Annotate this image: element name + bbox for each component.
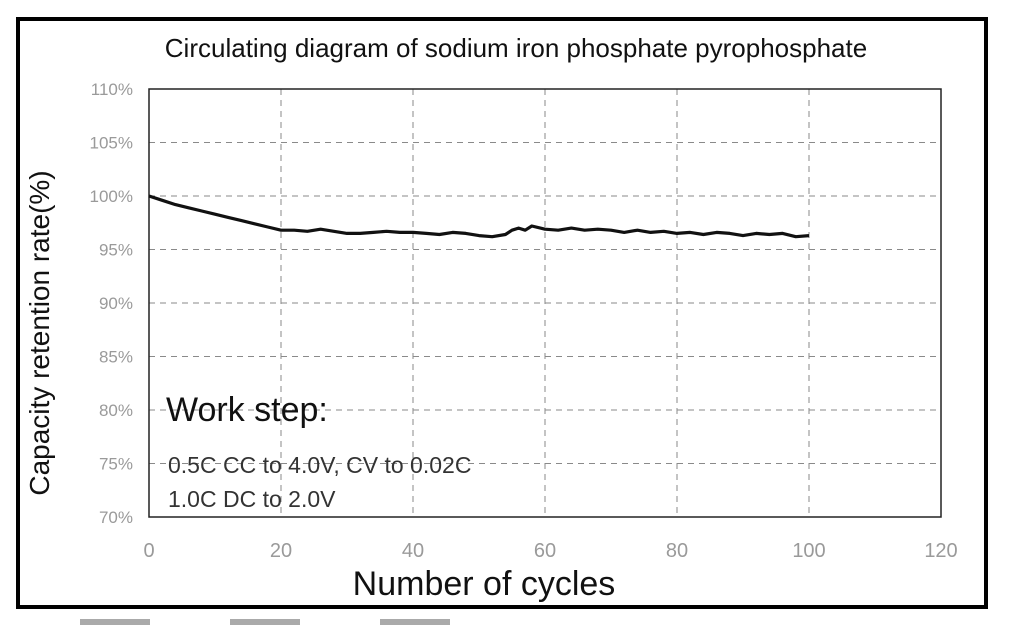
x-axis-label: Number of cycles	[353, 565, 616, 603]
y-tick-label: 70%	[99, 508, 133, 527]
x-tick-label: 120	[924, 540, 957, 562]
y-tick-label: 75%	[99, 455, 133, 474]
annotation-line-2: 1.0C DC to 2.0V	[168, 486, 336, 512]
x-axis-ticks: 0 20 40 60 80 100 120	[143, 540, 957, 562]
y-tick-label: 100%	[90, 187, 133, 206]
cropped-footer-text	[80, 612, 680, 626]
x-tick-label: 100	[792, 540, 825, 562]
series-line-capacity-retention	[148, 194, 810, 239]
chart: 70% 75% 80% 85% 90% 95% 100% 105% 110% 0 20 40 60 80…	[24, 33, 958, 603]
x-tick-label: 40	[402, 540, 424, 562]
annotation-heading: Work step:	[166, 391, 328, 429]
x-tick-label: 80	[666, 540, 688, 562]
plot-area	[148, 88, 942, 518]
y-tick-label: 80%	[99, 401, 133, 420]
y-axis-ticks: 70% 75% 80% 85% 90% 95% 100% 105% 110%	[90, 80, 133, 527]
figure-frame: 70% 75% 80% 85% 90% 95% 100% 105% 110% 0 20 40 60 80…	[16, 17, 988, 609]
y-tick-label: 105%	[90, 134, 133, 153]
annotation-line-1: 0.5C CC to 4.0V, CV to 0.02C	[168, 452, 471, 478]
y-axis-label: Capacity retention rate(%)	[24, 170, 55, 495]
x-tick-label: 60	[534, 540, 556, 562]
x-tick-label: 0	[143, 540, 154, 562]
y-tick-label: 90%	[99, 294, 133, 313]
grid-lines	[149, 89, 941, 517]
y-tick-label: 85%	[99, 348, 133, 367]
y-tick-label: 110%	[91, 80, 133, 99]
x-tick-label: 20	[270, 540, 292, 562]
chart-title: Circulating diagram of sodium iron phosp…	[165, 33, 867, 63]
y-tick-label: 95%	[99, 241, 133, 260]
